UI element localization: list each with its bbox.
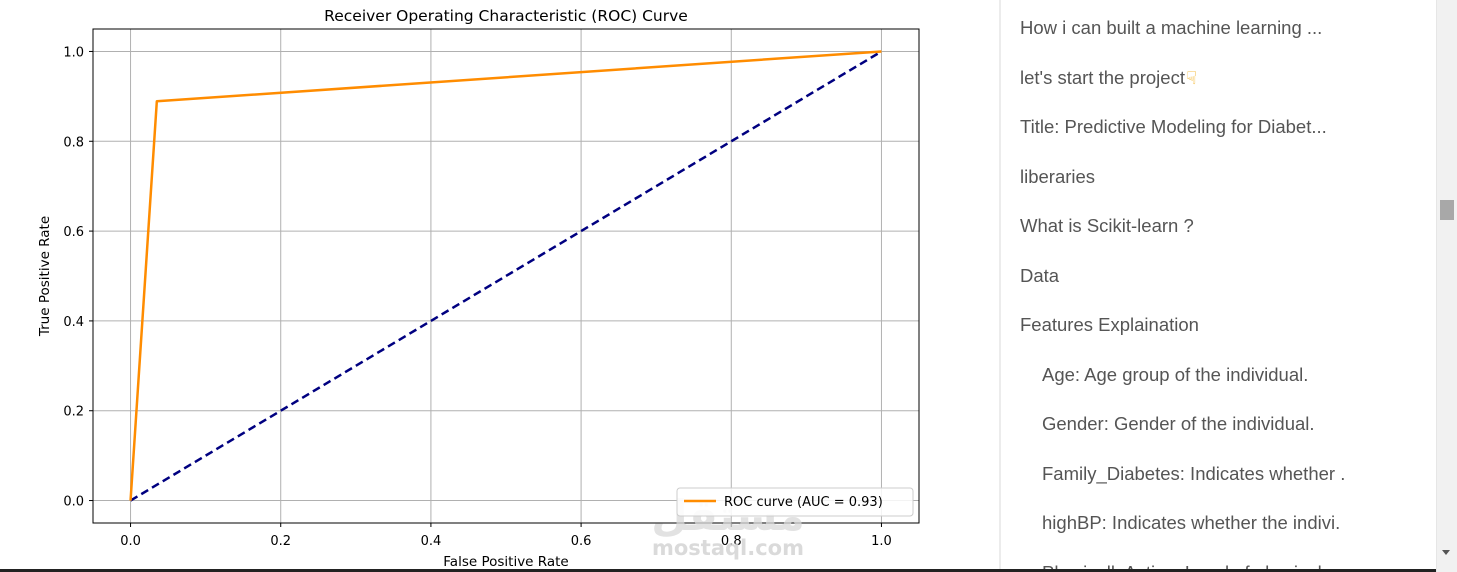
plot-frame: [92, 28, 920, 524]
toc-item[interactable]: What is Scikit-learn ?: [1020, 215, 1194, 237]
toc-item[interactable]: PhysicallyActive: Level of physical a...: [1042, 562, 1353, 572]
roc-chart: Receiver Operating Characteristic (ROC) …: [37, 7, 920, 570]
toc-item-label: let's start the project: [1020, 67, 1185, 88]
scrollbar-thumb[interactable]: [1440, 200, 1454, 220]
scroll-down-arrow-icon[interactable]: [1442, 550, 1450, 555]
toc-item-label: Features Explaination: [1020, 314, 1199, 335]
scrollbar[interactable]: [1436, 0, 1457, 572]
chart-grid: [93, 29, 919, 523]
x-tick-label: 0.2: [270, 534, 291, 549]
y-axis-label: True Positive Rate: [37, 216, 53, 337]
y-tick-label: 0.8: [63, 135, 84, 150]
toc-item[interactable]: highBP: Indicates whether the indivi.: [1042, 512, 1340, 534]
x-tick-label: 1.0: [871, 534, 892, 549]
toc-item[interactable]: Title: Predictive Modeling for Diabet...: [1020, 116, 1327, 138]
toc-item[interactable]: Gender: Gender of the individual.: [1042, 413, 1315, 435]
toc-item-label: highBP: Indicates whether the indivi.: [1042, 512, 1341, 533]
toc-item[interactable]: Age: Age group of the individual.: [1042, 364, 1308, 386]
toc-item-label: liberaries: [1020, 166, 1096, 187]
x-tick-label: 0.8: [721, 534, 742, 549]
toc-item-label: Gender: Gender of the individual.: [1042, 413, 1315, 434]
x-axis-label: False Positive Rate: [443, 554, 568, 570]
toc-item-label: PhysicallyActive: Level of physical a...: [1042, 562, 1353, 572]
pointing-hand-icon: ☟: [1185, 68, 1197, 88]
toc-item[interactable]: Features Explaination: [1020, 314, 1199, 336]
roc-chart-svg: Receiver Operating Characteristic (ROC) …: [37, 7, 920, 570]
random-classifier-line: [129, 50, 883, 502]
toc-item[interactable]: let's start the project☟: [1020, 67, 1197, 89]
toc-item-label: Age: Age group of the individual.: [1042, 364, 1309, 385]
x-tick-label: 0.6: [571, 534, 592, 549]
y-tick-label: 0.2: [63, 405, 84, 420]
toc-item[interactable]: Data: [1020, 265, 1059, 287]
chart-legend: ROC curve (AUC = 0.93): [676, 487, 914, 517]
toc-item-label: Data: [1020, 265, 1060, 286]
chart-series: [129, 50, 883, 502]
roc-curve-line: [129, 50, 882, 501]
y-tick-label: 0.4: [63, 315, 84, 330]
toc-item[interactable]: Family_Diabetes: Indicates whether .: [1042, 463, 1345, 485]
toc-item-label: Family_Diabetes: Indicates whether .: [1042, 463, 1346, 484]
y-tick-label: 1.0: [63, 45, 84, 60]
y-tick-label: 0.6: [63, 225, 84, 240]
y-tick-label: 0.0: [63, 495, 84, 510]
panel-divider: [999, 0, 1001, 572]
table-of-contents: How i can built a machine learning ... le…: [1002, 0, 1436, 572]
legend-label: ROC curve (AUC = 0.93): [724, 495, 883, 510]
toc-item-label: What is Scikit-learn ?: [1020, 215, 1194, 236]
toc-item-label: How i can built a machine learning ...: [1020, 17, 1323, 38]
window-bottom-border: [0, 569, 1436, 572]
x-tick-label: 0.0: [120, 534, 141, 549]
x-tick-label: 0.4: [421, 534, 442, 549]
legend-box: [676, 487, 914, 517]
chart-ticks: 0.0 0.2 0.4 0.6 0.8 1.0 0.0 0.2 0.4 0.6 0.8 1.0: [63, 45, 891, 549]
chart-title: Receiver Operating Characteristic (ROC) …: [324, 7, 688, 25]
toc-item[interactable]: liberaries: [1020, 166, 1095, 188]
watermark-latin: mostaql.com: [652, 536, 804, 560]
toc-item-label: Title: Predictive Modeling for Diabet...: [1020, 116, 1327, 137]
toc-item[interactable]: How i can built a machine learning ...: [1020, 17, 1322, 39]
